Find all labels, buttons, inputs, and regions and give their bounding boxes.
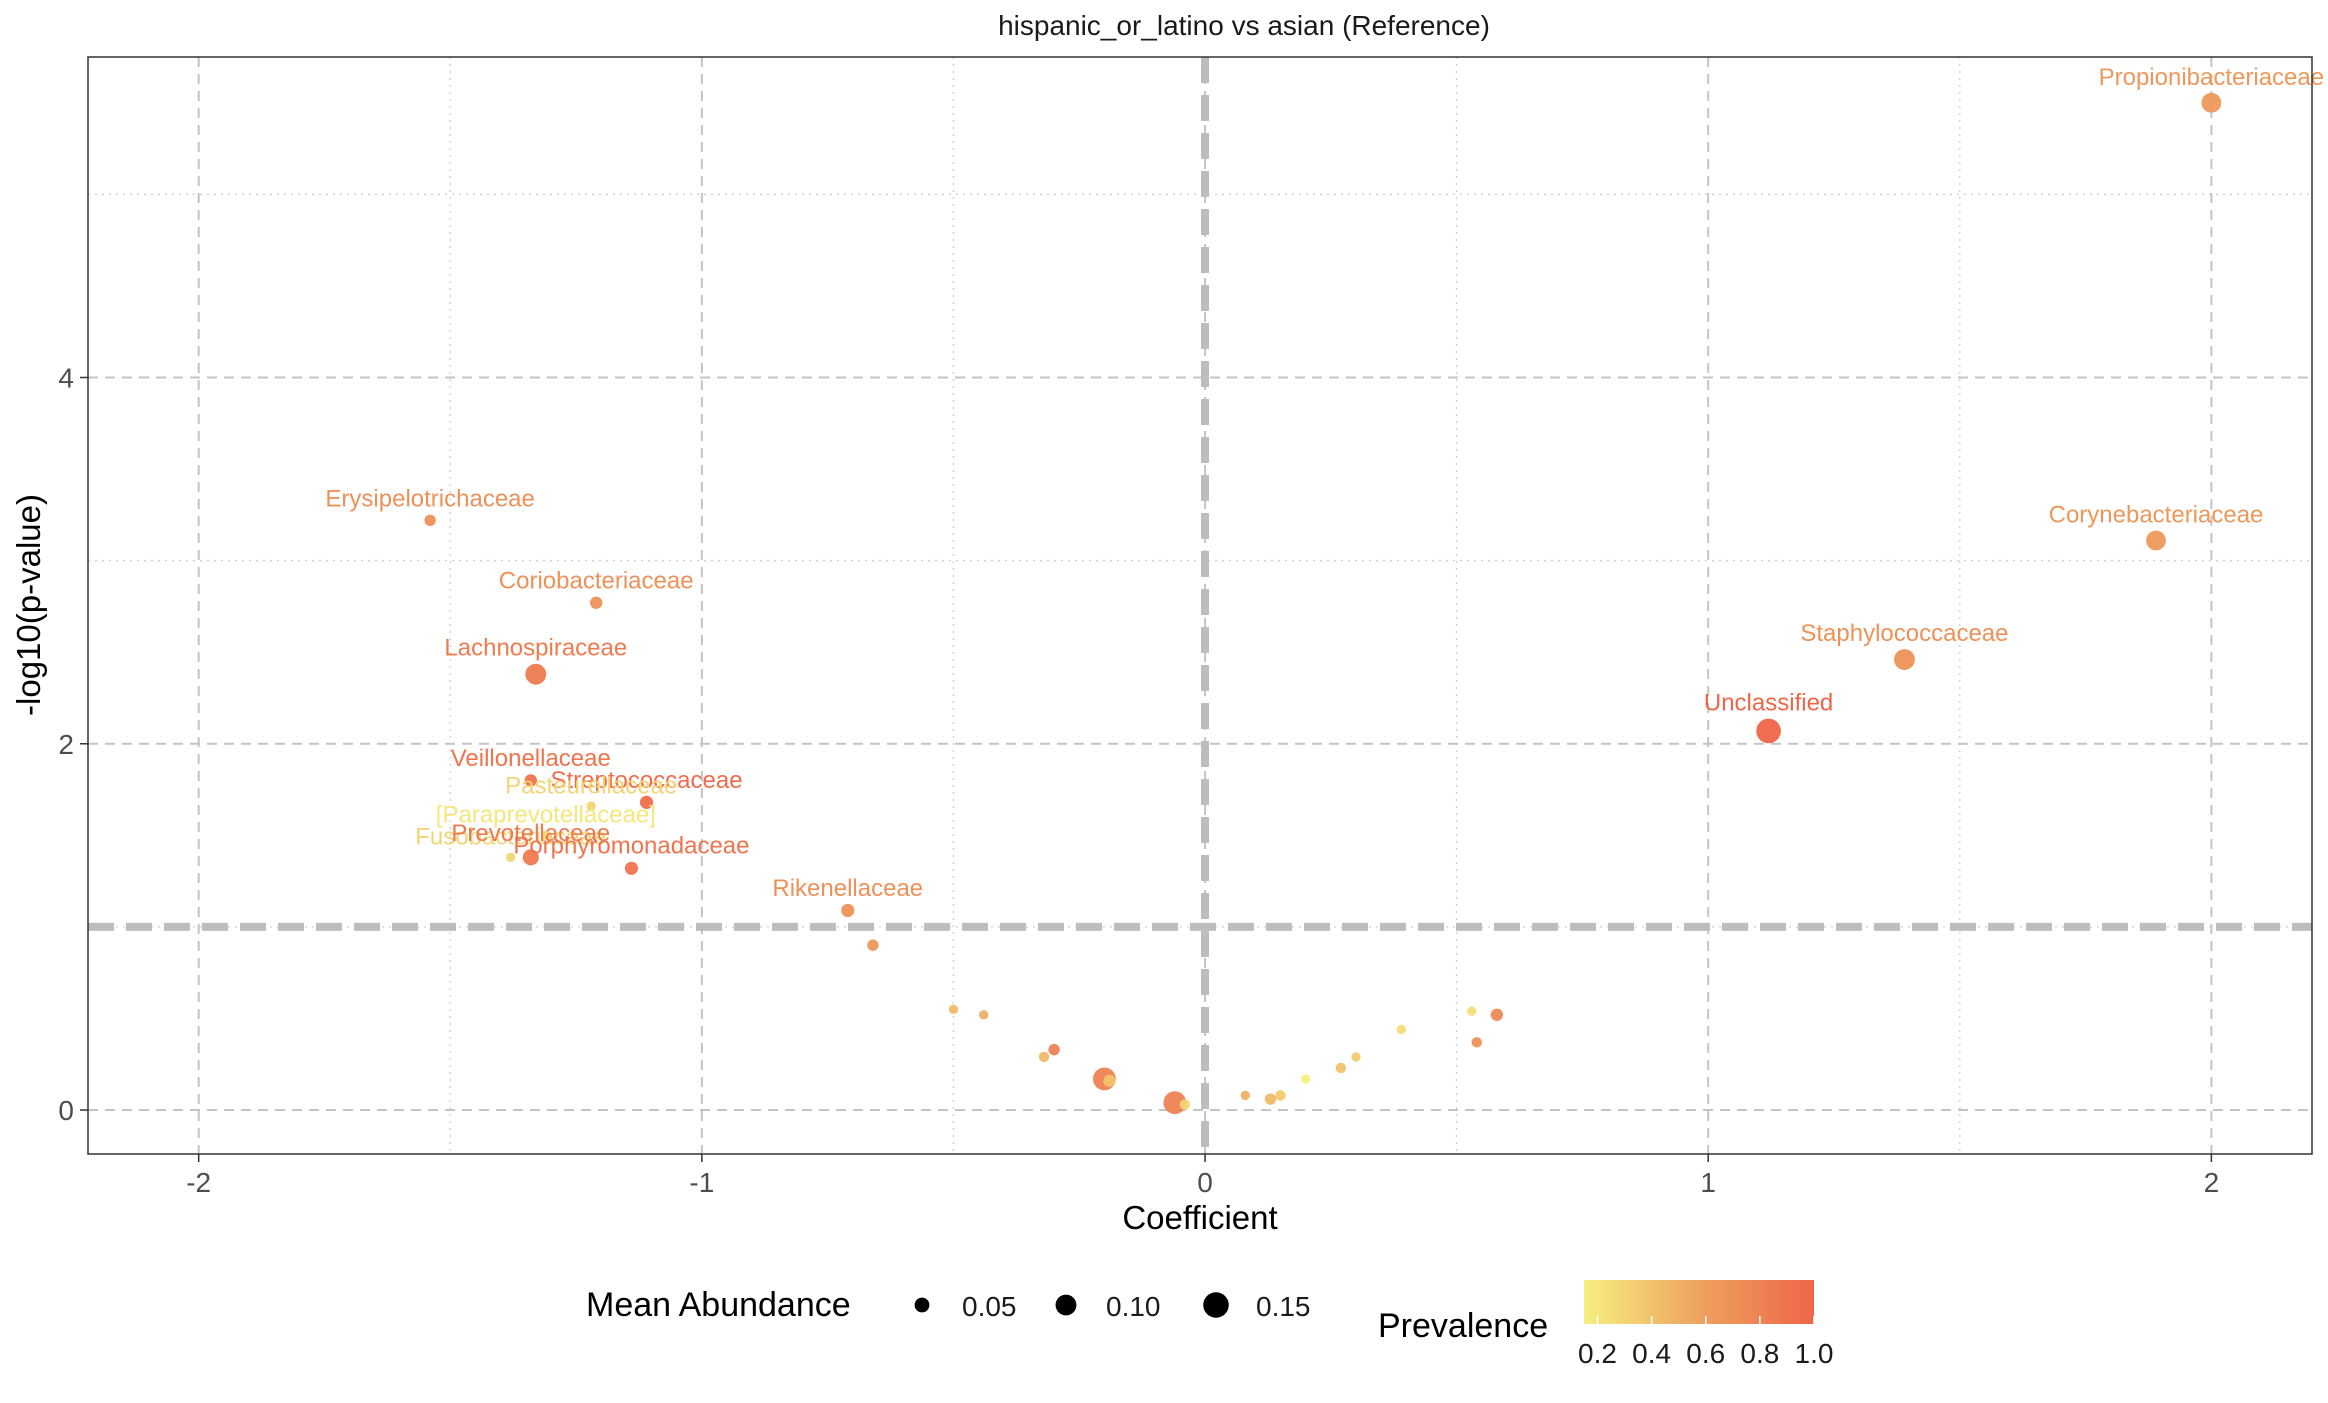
x-tick-label: 0 <box>1197 1167 1213 1198</box>
x-tick-label: 1 <box>1700 1167 1716 1198</box>
data-point <box>525 663 547 685</box>
x-tick-label: -1 <box>689 1167 714 1198</box>
points-layer <box>424 92 2222 1115</box>
size-legend: Mean Abundance 0.05 0.10 0.15 <box>586 1286 1311 1324</box>
data-point <box>590 596 603 609</box>
data-point <box>1240 1090 1250 1101</box>
x-tick-label: -2 <box>186 1167 211 1198</box>
data-point <box>1275 1090 1286 1101</box>
data-point <box>541 830 551 841</box>
color-gradient-bar <box>1584 1280 1814 1324</box>
y-axis-label: -log10(p-value) <box>10 494 47 716</box>
point-label: [Paraprevotellaceae] <box>436 802 656 829</box>
data-point <box>1893 649 1915 670</box>
data-point <box>1103 1074 1116 1087</box>
color-legend-label: 0.4 <box>1632 1338 1671 1369</box>
data-point <box>424 514 436 527</box>
data-point <box>948 1004 959 1014</box>
point-label: Coriobacteriaceae <box>499 568 694 595</box>
data-point <box>624 861 639 875</box>
size-legend-dot <box>914 1297 930 1313</box>
point-label: Lachnospiraceae <box>444 635 627 662</box>
data-point <box>1351 1052 1361 1062</box>
data-point <box>1163 1091 1187 1115</box>
reference-lines <box>88 57 2312 1154</box>
size-legend-label: 0.05 <box>962 1291 1017 1322</box>
data-point <box>1335 1062 1347 1074</box>
color-legend-label: 0.6 <box>1686 1338 1725 1369</box>
size-legend-dot <box>1203 1292 1229 1318</box>
data-point <box>1038 1051 1050 1063</box>
data-point <box>2201 92 2222 113</box>
y-tick-label: 0 <box>58 1095 74 1126</box>
point-label: Rikenellaceae <box>772 875 923 902</box>
data-point <box>1048 1043 1060 1056</box>
color-legend-ticks: 0.2 0.4 0.6 0.8 1.0 <box>1578 1316 1833 1369</box>
x-axis-label: Coefficient <box>1122 1199 1277 1236</box>
data-point <box>1264 1093 1277 1105</box>
point-label: Erysipelotrichaceae <box>325 486 534 513</box>
plot-border <box>87 56 2313 1155</box>
color-legend-label: 0.8 <box>1740 1338 1779 1369</box>
data-point <box>522 849 539 866</box>
size-legend-items: 0.05 0.10 0.15 <box>914 1291 1311 1322</box>
y-tick-label: 4 <box>58 362 74 393</box>
x-axis-ticks: -2 -1 0 1 2 <box>186 1154 2219 1198</box>
size-legend-dot <box>1055 1294 1077 1316</box>
data-point <box>2146 530 2166 551</box>
data-point <box>1179 1099 1191 1110</box>
data-point <box>586 801 596 811</box>
chart-title: hispanic_or_latino vs asian (Reference) <box>998 10 1490 41</box>
size-legend-title: Mean Abundance <box>586 1286 851 1324</box>
size-legend-label: 0.15 <box>1256 1291 1311 1322</box>
data-point <box>524 774 537 787</box>
point-label: Veillonellaceae <box>451 745 611 772</box>
point-label: Unclassified <box>1704 690 1833 717</box>
data-point <box>1396 1024 1406 1035</box>
point-label: Corynebacteriaceae <box>2049 502 2264 529</box>
point-label: Fusobacteriaceae <box>415 824 606 851</box>
point-label: Prevotellaceae <box>451 820 610 847</box>
point-label: Streptococcaceae <box>550 767 742 794</box>
data-point <box>841 903 855 918</box>
y-axis-ticks: 0 2 4 <box>58 362 88 1126</box>
point-label: Pasteurellaceae <box>505 772 677 799</box>
point-label: Staphylococcaceae <box>1800 620 2008 647</box>
x-tick-label: 2 <box>2204 1167 2220 1198</box>
data-point <box>1490 1008 1504 1021</box>
labels-layer: Propionibacteriaceae Corynebacteriaceae St… <box>325 64 2324 902</box>
y-tick-label: 2 <box>58 729 74 760</box>
color-legend: Prevalence 0.2 0.4 0.6 0.8 1.0 <box>1378 1280 1833 1369</box>
size-legend-label: 0.10 <box>1106 1291 1161 1322</box>
data-point <box>1300 1074 1311 1084</box>
color-legend-label: 1.0 <box>1795 1338 1834 1369</box>
data-point <box>1471 1037 1482 1048</box>
data-point <box>505 852 516 862</box>
data-point <box>639 795 654 809</box>
data-point <box>1467 1006 1477 1016</box>
point-label: Porphyromonadaceae <box>513 833 749 860</box>
color-legend-title: Prevalence <box>1378 1307 1548 1345</box>
data-point <box>1756 718 1781 744</box>
grid-layer <box>88 57 2312 1154</box>
data-point <box>978 1010 989 1020</box>
data-point <box>867 939 879 951</box>
color-legend-label: 0.2 <box>1578 1338 1617 1369</box>
point-label: Propionibacteriaceae <box>2099 64 2324 91</box>
